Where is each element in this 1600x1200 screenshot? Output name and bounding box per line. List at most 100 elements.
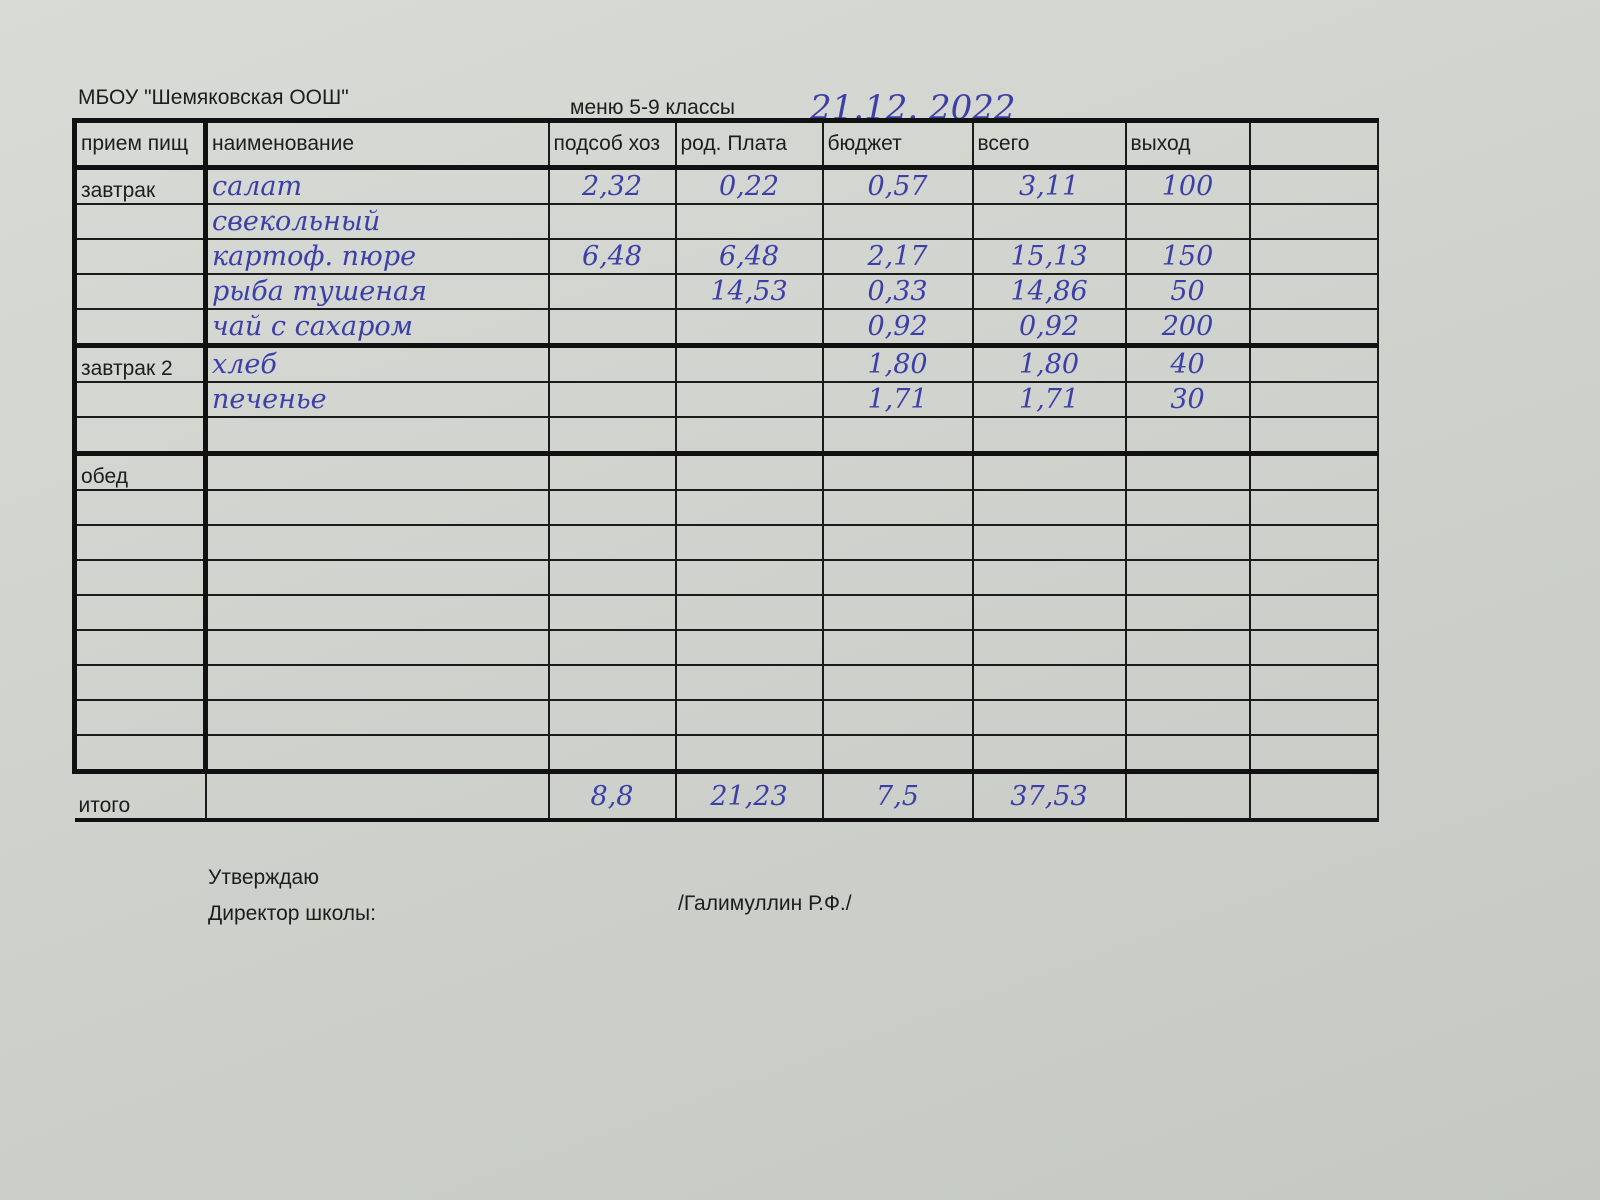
menu-table: прием пищ наименование подсоб хоз род. Плат… [72,118,1379,822]
empty-cell [1248,524,1379,561]
empty-cell [1248,203,1379,240]
dish-name-cell [204,452,550,491]
value-cell-output [1124,489,1251,526]
meal-cell [72,416,208,456]
column-header: всего [971,118,1127,170]
empty-cell [1248,594,1379,631]
table-row [72,699,1379,736]
column-header: выход [1124,118,1251,170]
value-cell-budget: 2,17 [821,238,974,275]
table-row [72,559,1379,596]
value-cell-podsob [547,344,677,383]
value-cell-total [971,699,1127,736]
value-cell-rod [674,524,824,561]
dish-name-cell: свекольный [204,203,550,240]
empty-cell [1248,734,1379,774]
value-cell-podsob [547,734,677,774]
dish-name-cell: рыба тушеная [204,273,550,310]
value-cell-budget [821,734,974,774]
table-row [72,489,1379,526]
value-cell-budget: 0,57 [821,166,974,205]
approve-label: Утверждаю [208,866,319,889]
table-row: завтрак 2 хлеб 1,80 1,80 40 [72,344,1379,383]
value-cell-rod [674,559,824,596]
empty-cell [1248,273,1379,310]
school-name: МБОУ "Шемяковская ООШ" [78,86,349,109]
value-cell-rod [674,381,824,418]
dish-name-cell [204,489,550,526]
value-cell-rod [674,629,824,666]
empty-cell [1248,344,1379,383]
empty-cell [1248,489,1379,526]
value-cell-total [971,629,1127,666]
empty-cell [1249,770,1379,822]
value-cell-budget: 0,92 [821,308,974,348]
table-row: картоф. пюре 6,48 6,48 2,17 15,13 150 [72,238,1379,275]
value-cell-total: 3,11 [971,166,1127,205]
value-cell-budget: 1,71 [821,381,974,418]
meal-cell [72,238,208,275]
value-cell-podsob [547,524,677,561]
value-cell-output [1124,416,1251,456]
empty-cell [1248,452,1379,491]
value-cell-budget [821,203,974,240]
meal-cell [72,308,208,348]
value-cell-budget [821,594,974,631]
value-cell-output: 50 [1124,273,1251,310]
empty-cell [1248,238,1379,275]
meal-cell [72,524,208,561]
total-total: 37,53 [972,770,1127,822]
value-cell-total: 15,13 [971,238,1127,275]
value-cell-output: 100 [1124,166,1251,205]
table-row [72,734,1379,774]
dish-name-cell: картоф. пюре [204,238,550,275]
meal-cell [72,273,208,310]
empty-cell [1248,559,1379,596]
value-cell-total: 0,92 [971,308,1127,348]
dish-name-cell [204,664,550,701]
value-cell-budget [821,452,974,491]
meal-cell [72,734,208,774]
dish-name-cell [204,594,550,631]
value-cell-output [1124,203,1251,240]
column-header: род. Плата [674,118,824,170]
value-cell-podsob [547,664,677,701]
value-cell-rod [674,489,824,526]
empty-cell [1125,770,1251,822]
table-row: завтрак салат 2,32 0,22 0,57 3,11 100 [72,166,1379,205]
value-cell-rod [674,203,824,240]
value-cell-output [1124,559,1251,596]
table-row [72,664,1379,701]
empty-cell [205,770,550,822]
value-cell-total [971,452,1127,491]
meal-cell: завтрак [72,166,208,205]
value-cell-rod [674,734,824,774]
value-cell-total: 1,71 [971,381,1127,418]
value-cell-output: 150 [1124,238,1251,275]
column-header: прием пищ [72,118,208,170]
empty-cell [1248,166,1379,205]
empty-cell [1248,416,1379,456]
value-cell-budget [821,524,974,561]
value-cell-total [971,734,1127,774]
value-cell-podsob [547,273,677,310]
table-row: свекольный [72,203,1379,240]
value-cell-rod [674,664,824,701]
meal-cell [72,664,208,701]
dish-name-cell: чай с сахаром [204,308,550,348]
dish-name-cell [204,629,550,666]
dish-name-cell [204,734,550,774]
value-cell-budget: 0,33 [821,273,974,310]
empty-cell [1248,664,1379,701]
value-cell-total [971,416,1127,456]
value-cell-rod [674,416,824,456]
value-cell-budget [821,559,974,596]
column-header: наименование [204,118,550,170]
meal-cell [72,381,208,418]
total-podsob: 8,8 [548,770,677,822]
value-cell-podsob [547,308,677,348]
table-row [72,524,1379,561]
value-cell-rod [674,452,824,491]
value-cell-rod [674,594,824,631]
value-cell-podsob: 6,48 [547,238,677,275]
